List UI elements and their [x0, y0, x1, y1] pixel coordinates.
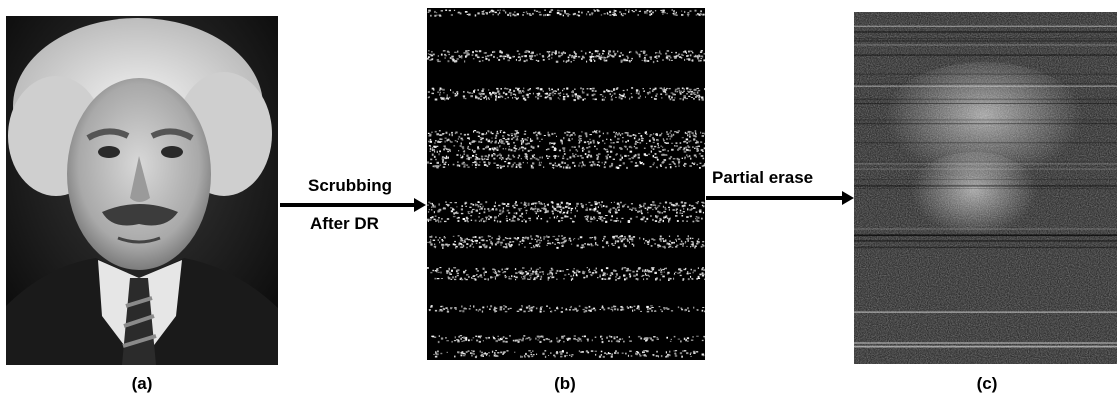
partially-erased-image	[854, 12, 1117, 364]
arrow-shaft	[280, 203, 416, 207]
erased-noise-drawing	[854, 12, 1117, 364]
noise-band	[427, 55, 705, 64]
portrait-image	[6, 16, 278, 365]
arrow-shaft	[706, 196, 844, 200]
noise-band	[429, 235, 700, 244]
noise-band	[428, 137, 705, 146]
arrow-scrubbing	[280, 198, 426, 212]
noise-band	[427, 50, 705, 58]
arrow-head	[414, 198, 426, 212]
noise-band	[431, 335, 705, 344]
label-after-dr: After DR	[310, 214, 379, 233]
noise-band	[427, 201, 705, 209]
noise-band	[427, 241, 705, 249]
noise-band	[427, 267, 705, 275]
scrubbed-image	[427, 8, 705, 360]
label-partial-erase: Partial erase	[712, 168, 814, 187]
caption-b: (b)	[554, 374, 576, 393]
portrait-drawing	[6, 16, 278, 365]
noise-band	[427, 207, 704, 215]
noise-bands-drawing	[427, 9, 705, 359]
noise-band	[433, 350, 705, 359]
arrow-head	[842, 191, 854, 205]
noise-band	[427, 93, 704, 102]
noise-band	[427, 9, 705, 17]
noise-band	[428, 145, 705, 153]
caption-c: (c)	[976, 374, 998, 393]
noise-band	[428, 305, 705, 313]
noise-band	[430, 153, 705, 162]
arrow-partial-erase	[706, 191, 854, 205]
noise-band	[427, 161, 705, 169]
caption-a: (a)	[131, 374, 153, 393]
noise-band	[427, 215, 703, 223]
noise-band	[434, 273, 705, 281]
noise-band	[427, 130, 705, 139]
label-scrubbing: Scrubbing	[308, 176, 393, 195]
